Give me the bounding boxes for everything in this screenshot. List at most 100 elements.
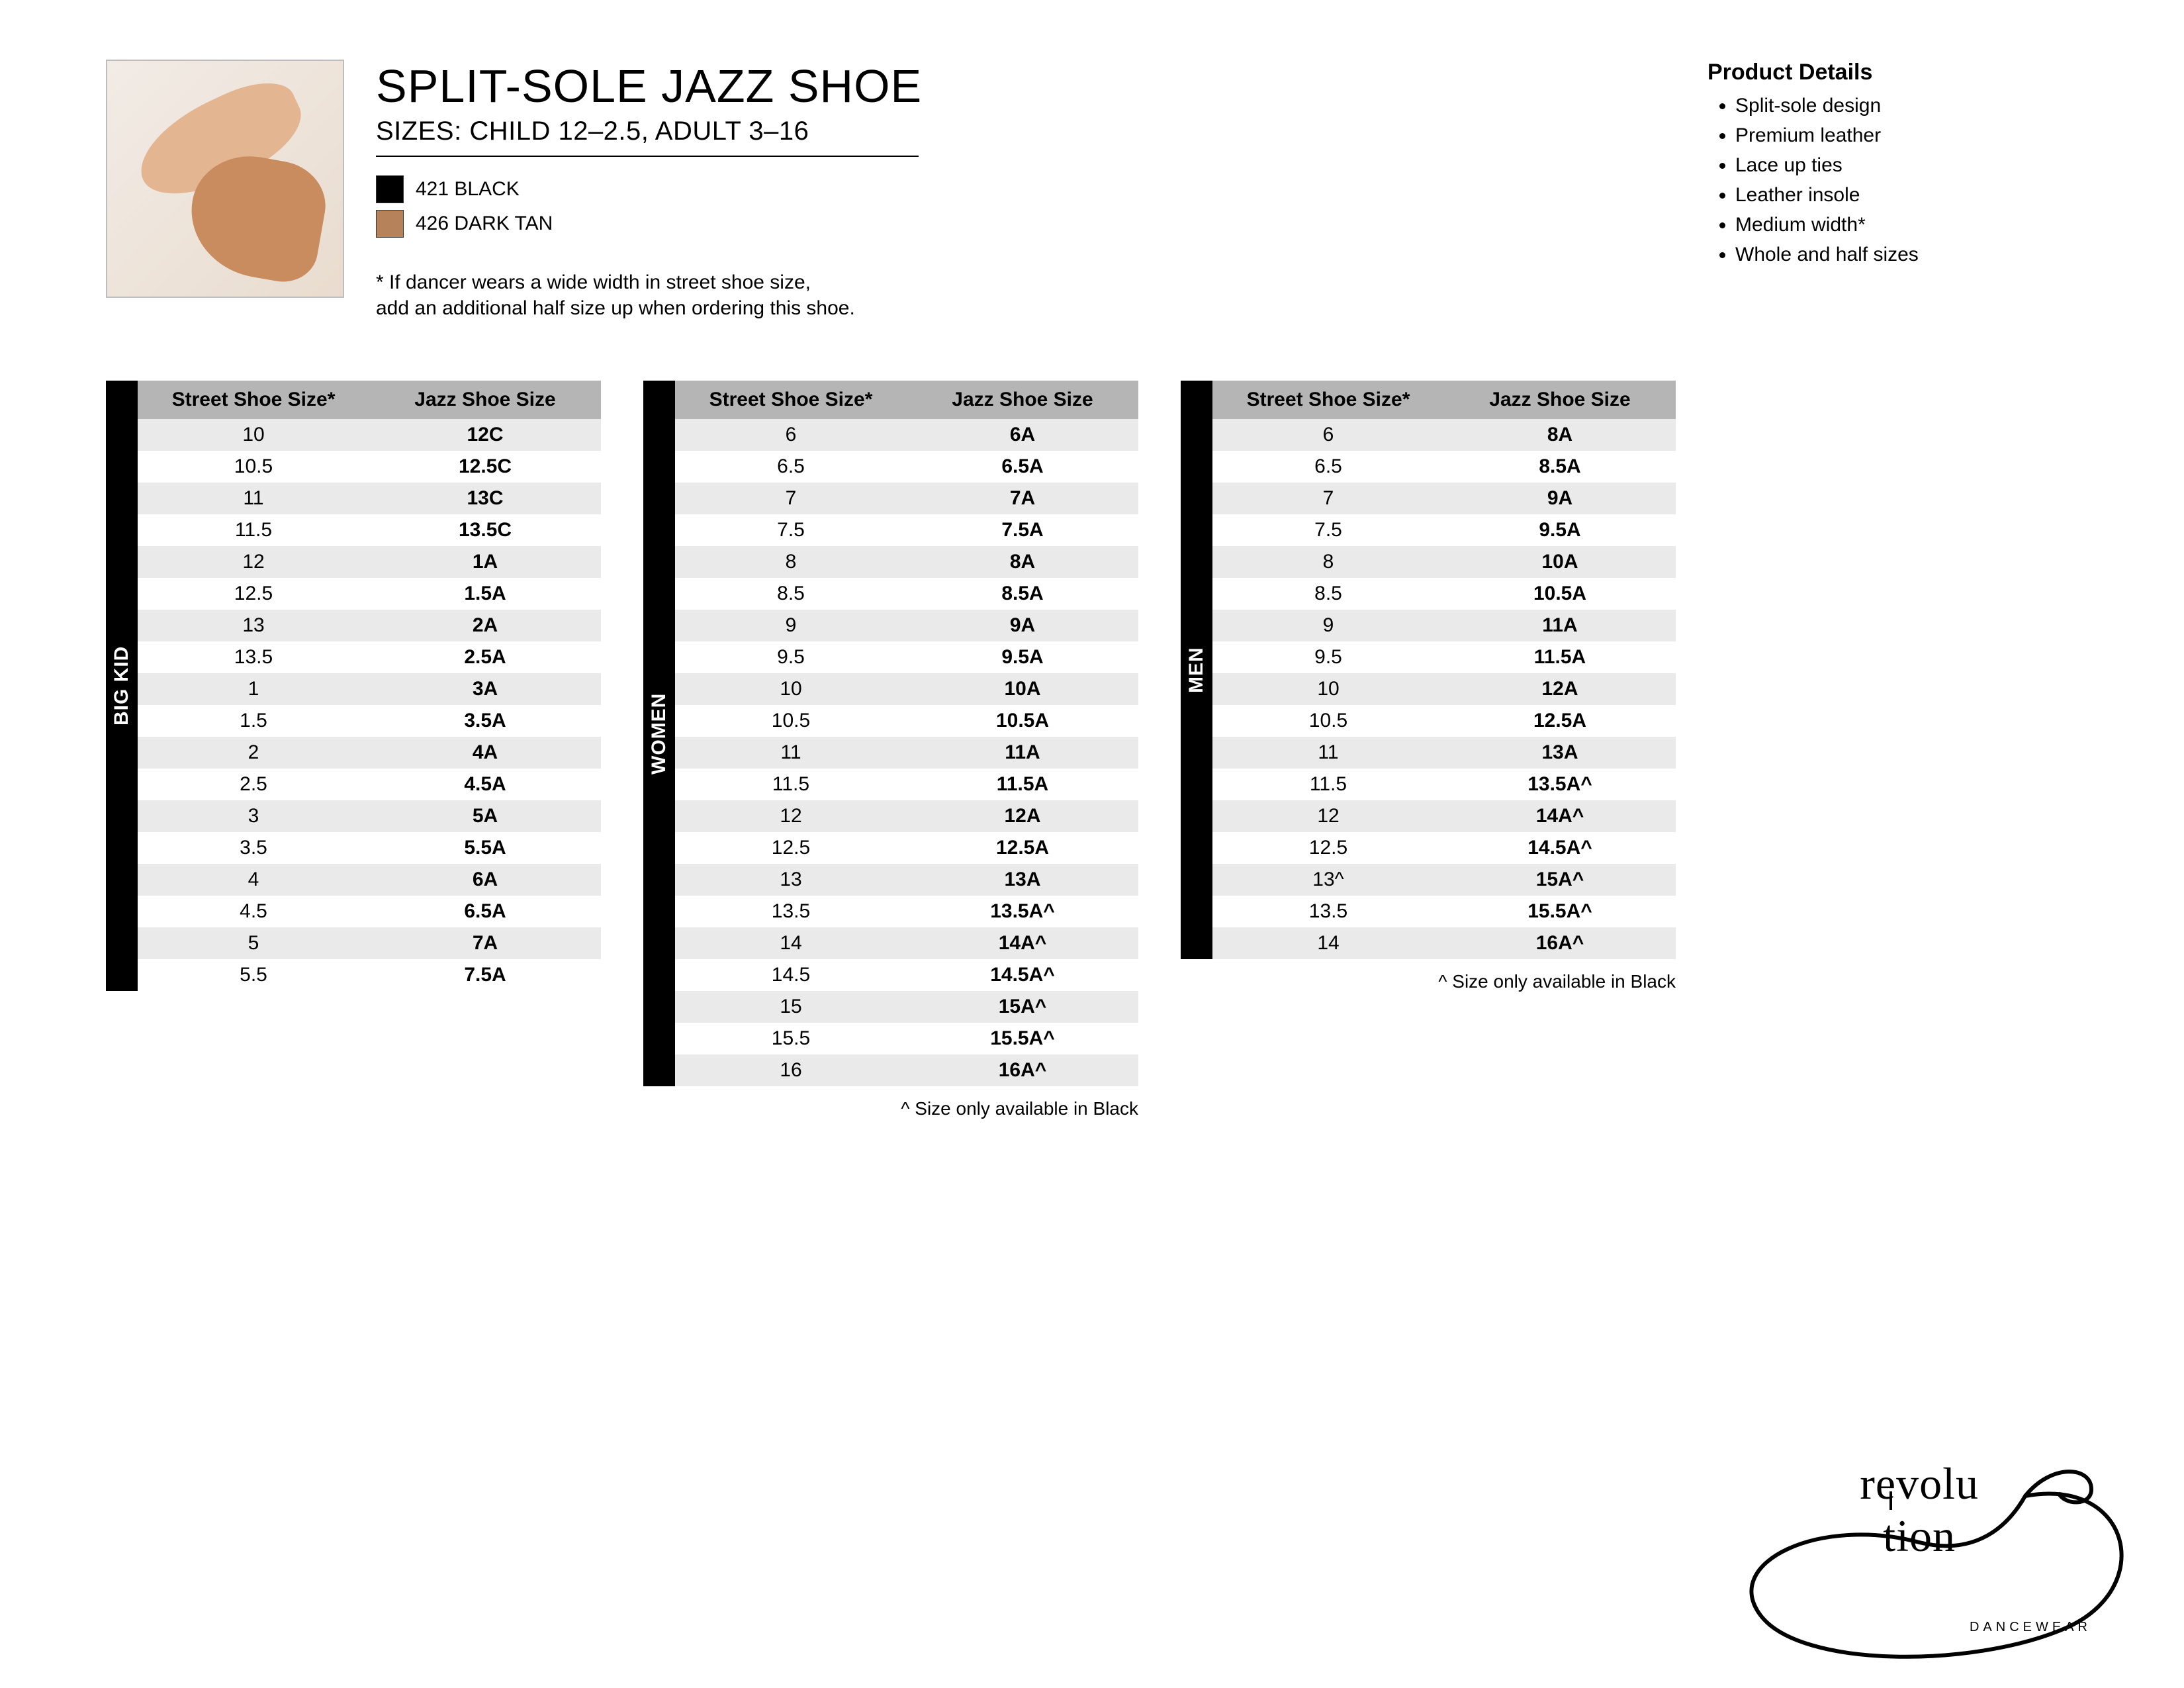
col-jazz: Jazz Shoe Size (907, 381, 1138, 419)
cell-jazz: 10A (1444, 546, 1676, 578)
cell-jazz: 11.5A (907, 769, 1138, 800)
cell-street: 9.5 (1212, 641, 1444, 673)
table-row: 7.59.5A (1212, 514, 1676, 546)
table-row: 1113C (138, 483, 601, 514)
cell-jazz: 4A (369, 737, 601, 769)
cell-jazz: 10.5A (1444, 578, 1676, 610)
details-item: Medium width* (1735, 210, 2078, 240)
details-heading: Product Details (1707, 60, 2078, 85)
table-row: 1416A^ (1212, 927, 1676, 959)
cell-jazz: 12.5A (1444, 705, 1676, 737)
table-row: 1212A (675, 800, 1138, 832)
details-item: Lace up ties (1735, 150, 2078, 180)
table-row: 12.51.5A (138, 578, 601, 610)
cell-street: 15 (675, 991, 907, 1023)
cell-street: 4 (138, 864, 369, 896)
cell-street: 16 (675, 1055, 907, 1086)
table-row: 12.512.5A (675, 832, 1138, 864)
details-item: Leather insole (1735, 180, 2078, 210)
cell-street: 1.5 (138, 705, 369, 737)
table-row: 7.57.5A (675, 514, 1138, 546)
cell-jazz: 5A (369, 800, 601, 832)
product-thumbnail (106, 60, 344, 298)
cell-jazz: 6A (907, 419, 1138, 451)
cell-jazz: 4.5A (369, 769, 601, 800)
cell-jazz: 12A (907, 800, 1138, 832)
table-row: 1010A (675, 673, 1138, 705)
footnote-line2: add an additional half size up when orde… (376, 295, 1676, 321)
cell-jazz: 10A (907, 673, 1138, 705)
width-footnote: * If dancer wears a wide width in street… (376, 269, 1676, 321)
cell-jazz: 9.5A (907, 641, 1138, 673)
table-row: 13^15A^ (1212, 864, 1676, 896)
size-table: Street Shoe Size*Jazz Shoe Size1012C10.5… (138, 381, 601, 991)
cell-jazz: 14A^ (1444, 800, 1676, 832)
header: SPLIT-SOLE JAZZ SHOE SIZES: CHILD 12–2.5… (106, 60, 2078, 321)
cell-jazz: 13C (369, 483, 601, 514)
size-table-wrap: MENStreet Shoe Size*Jazz Shoe Size68A6.5… (1181, 381, 1676, 992)
table-row: 99A (675, 610, 1138, 641)
table-row: 132A (138, 610, 601, 641)
table-row: 10.510.5A (675, 705, 1138, 737)
cell-street: 12 (138, 546, 369, 578)
table-row: 9.59.5A (675, 641, 1138, 673)
col-street: Street Shoe Size* (138, 381, 369, 419)
table-row: 10.512.5C (138, 451, 601, 483)
size-category-label: WOMEN (643, 381, 675, 1086)
brand-sub: DANCEWEAR (1970, 1620, 2091, 1635)
product-details: Product Details Split-sole designPremium… (1707, 60, 2078, 321)
table-row: 1214A^ (1212, 800, 1676, 832)
details-list: Split-sole designPremium leatherLace up … (1707, 91, 2078, 269)
cell-street: 12.5 (675, 832, 907, 864)
cell-street: 13^ (1212, 864, 1444, 896)
cell-street: 11.5 (675, 769, 907, 800)
cell-street: 2 (138, 737, 369, 769)
table-row: 6.56.5A (675, 451, 1138, 483)
table-row: 10.512.5A (1212, 705, 1676, 737)
cell-jazz: 12A (1444, 673, 1676, 705)
table-row: 13.513.5A^ (675, 896, 1138, 927)
cell-street: 3 (138, 800, 369, 832)
table-row: 3.55.5A (138, 832, 601, 864)
swatch-label-1: 426 DARK TAN (416, 212, 553, 235)
table-row: 11.511.5A (675, 769, 1138, 800)
cell-jazz: 1A (369, 546, 601, 578)
cell-street: 12 (675, 800, 907, 832)
cell-street: 10 (138, 419, 369, 451)
cell-jazz: 1.5A (369, 578, 601, 610)
cell-jazz: 7.5A (369, 959, 601, 991)
cell-jazz: 2.5A (369, 641, 601, 673)
cell-street: 7 (675, 483, 907, 514)
size-table: Street Shoe Size*Jazz Shoe Size68A6.58.5… (1212, 381, 1676, 959)
brand-logo: revolution DANCEWEAR (1970, 1620, 2091, 1635)
size-tables: BIG KIDStreet Shoe Size*Jazz Shoe Size10… (106, 381, 2078, 1119)
cell-jazz: 15.5A^ (1444, 896, 1676, 927)
cell-street: 13 (138, 610, 369, 641)
col-street: Street Shoe Size* (675, 381, 907, 419)
size-block: MENStreet Shoe Size*Jazz Shoe Size68A6.5… (1181, 381, 1676, 959)
cell-jazz: 8A (907, 546, 1138, 578)
cell-street: 4.5 (138, 896, 369, 927)
cell-street: 12.5 (138, 578, 369, 610)
size-table: Street Shoe Size*Jazz Shoe Size66A6.56.5… (675, 381, 1138, 1086)
cell-street: 11.5 (138, 514, 369, 546)
table-row: 77A (675, 483, 1138, 514)
cell-jazz: 10.5A (907, 705, 1138, 737)
product-subtitle: SIZES: CHILD 12–2.5, ADULT 3–16 (376, 117, 1676, 146)
cell-street: 12.5 (1212, 832, 1444, 864)
cell-jazz: 13A (1444, 737, 1676, 769)
cell-jazz: 12C (369, 419, 601, 451)
cell-jazz: 14.5A^ (1444, 832, 1676, 864)
cell-jazz: 11.5A (1444, 641, 1676, 673)
cell-jazz: 6.5A (907, 451, 1138, 483)
size-block: WOMENStreet Shoe Size*Jazz Shoe Size66A6… (643, 381, 1138, 1086)
cell-street: 5 (138, 927, 369, 959)
cell-jazz: 14.5A^ (907, 959, 1138, 991)
table-row: 911A (1212, 610, 1676, 641)
table-row: 66A (675, 419, 1138, 451)
table-row: 11.513.5A^ (1212, 769, 1676, 800)
cell-street: 7.5 (675, 514, 907, 546)
table-row: 68A (1212, 419, 1676, 451)
cell-street: 3.5 (138, 832, 369, 864)
col-jazz: Jazz Shoe Size (1444, 381, 1676, 419)
